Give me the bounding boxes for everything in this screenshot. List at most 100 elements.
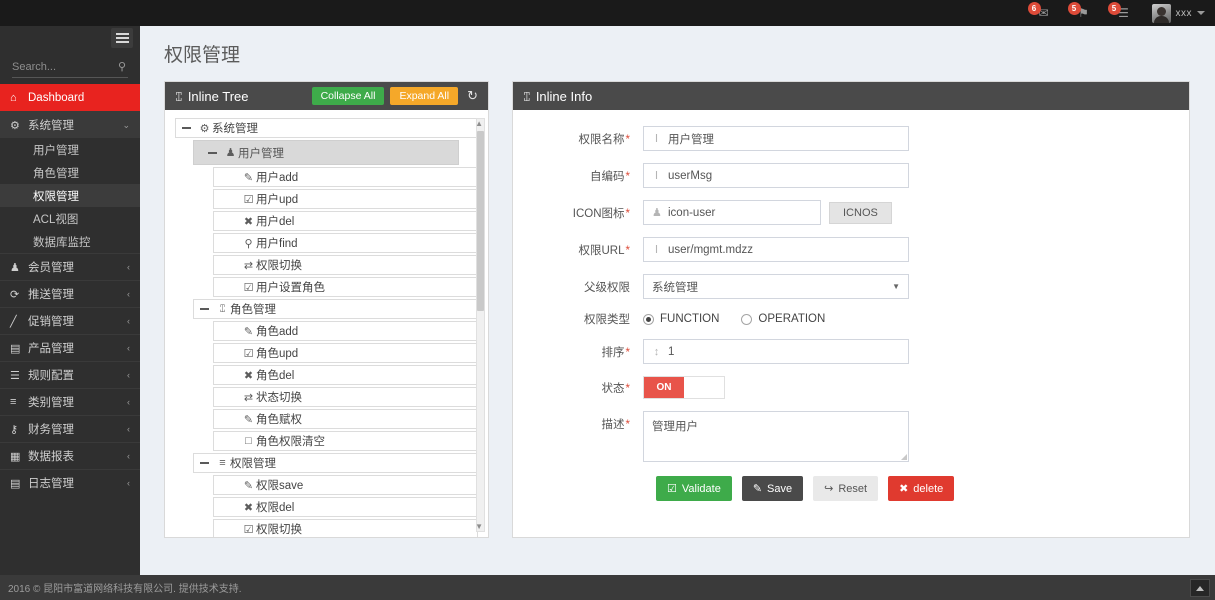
sidebar-item-9[interactable]: ▦ 数据报表 ‹	[0, 442, 140, 469]
status-toggle[interactable]: ON	[643, 376, 725, 399]
tree-node-label: 状态切换	[256, 392, 302, 404]
sidebar-item-2[interactable]: ♟ 会员管理 ‹	[0, 253, 140, 280]
url-input[interactable]: Ⅰ user/mgmt.mdzz	[643, 237, 909, 262]
sidebar-item-10[interactable]: ▤ 日志管理 ‹	[0, 469, 140, 496]
sidebar-item-8[interactable]: ⚷ 财务管理 ‹	[0, 415, 140, 442]
tree-node[interactable]: ✎ 角色add	[213, 321, 478, 341]
order-label-wrap: 排序*	[513, 344, 643, 360]
radio-function[interactable]: FUNCTION	[643, 313, 719, 325]
username-label: xxx	[1175, 7, 1192, 19]
tree-node[interactable]: ☑ 权限切换	[213, 519, 478, 537]
collapse-toggle-icon[interactable]	[182, 127, 191, 129]
tree-node[interactable]: ✎ 权限save	[213, 475, 478, 495]
pencil-icon: ✎	[752, 483, 763, 495]
collapse-toggle-icon[interactable]	[208, 151, 217, 154]
hamburger-icon[interactable]	[111, 28, 133, 48]
sidebar-subitem-3[interactable]: ACL视图	[33, 213, 79, 226]
tree-node[interactable]: ⑄ 角色管理	[193, 299, 478, 319]
bell-icon[interactable]: 5 ☰	[1107, 2, 1134, 21]
name-input[interactable]: Ⅰ 用户管理	[643, 126, 909, 151]
code-input[interactable]: Ⅰ userMsg	[643, 163, 909, 188]
icon-input[interactable]: ♟ icon-user	[643, 200, 821, 225]
tree-scrollbar[interactable]: ▲ ▼	[475, 118, 485, 532]
tree-node-label: 用户add	[256, 172, 299, 184]
tree-node-label: 角色upd	[256, 348, 299, 360]
top-navbar: 6 ✉ 5 ⚑ 5 ☰ xxx	[0, 0, 1215, 26]
sidebar-item-label: 会员管理	[28, 262, 74, 274]
required-mark: *	[625, 244, 630, 257]
tree-node[interactable]: ⇄ 状态切换	[213, 387, 478, 407]
user-icon: ♟	[10, 261, 20, 274]
order-input[interactable]: ↕ 1	[643, 339, 909, 364]
scroll-to-top-button[interactable]	[1190, 579, 1210, 597]
panels-row: ⑄ Inline Tree Collapse All Expand All ↻ …	[164, 81, 1197, 538]
tree-node[interactable]: ⚲ 用户find	[213, 233, 478, 253]
check-square-icon: ☑	[243, 281, 254, 294]
status-label: 状态	[601, 382, 625, 395]
scroll-down-icon[interactable]: ▼	[475, 522, 483, 531]
stepper-icon[interactable]: ↕	[653, 345, 660, 358]
envelope-icon[interactable]: 6 ✉	[1027, 2, 1054, 21]
description-textarea[interactable]: 管理用户	[643, 411, 909, 462]
sidebar-top	[0, 26, 140, 56]
search-input[interactable]	[12, 56, 128, 78]
chevron-icon: ‹	[127, 289, 130, 299]
tree-panel-title: Inline Tree	[187, 88, 249, 104]
tree-node[interactable]: ✎ 角色赋权	[213, 409, 478, 429]
name-label: 权限名称	[578, 133, 625, 146]
delete-button[interactable]: ✖ delete	[888, 476, 955, 501]
tree-node[interactable]: ✎ 用户add	[213, 167, 478, 187]
scroll-up-icon[interactable]: ▲	[475, 119, 483, 128]
sidebar-item-0[interactable]: ⌂ Dashboard	[0, 84, 140, 111]
radio-operation[interactable]: OPERATION	[741, 313, 825, 325]
tree-node[interactable]: ☑ 角色upd	[213, 343, 478, 363]
expand-all-button[interactable]: Expand All	[390, 86, 459, 106]
sidebar-subitem-0[interactable]: 用户管理	[33, 144, 79, 157]
radio-icon	[741, 313, 753, 325]
parent-select[interactable]: 系统管理 ▼	[643, 274, 909, 299]
tree-node[interactable]: ♟ 用户管理	[193, 140, 459, 165]
save-button[interactable]: ✎ Save	[741, 476, 804, 501]
tree-node-label: 角色权限清空	[256, 436, 325, 448]
collapse-all-button[interactable]: Collapse All	[311, 86, 385, 106]
sidebar-item-label: 系统管理	[28, 120, 74, 132]
tree-node[interactable]: □ 角色权限清空	[213, 431, 478, 451]
icnos-button[interactable]: ICNOS	[829, 201, 892, 224]
undo-icon: ↪	[824, 483, 834, 495]
key-icon: ⚷	[10, 423, 19, 436]
tree-node[interactable]: ☑ 用户设置角色	[213, 277, 478, 297]
tree-node[interactable]: ≡ 权限管理	[193, 453, 478, 473]
tree-node[interactable]: ✖ 权限del	[213, 497, 478, 517]
flag-icon[interactable]: 5 ⚑	[1067, 2, 1094, 21]
sidebar-item-3[interactable]: ⟳ 推送管理 ‹	[0, 280, 140, 307]
search-icon[interactable]: ⚲	[117, 61, 126, 73]
tree-node[interactable]: ✖ 角色del	[213, 365, 478, 385]
info-icon: Ⅰ	[654, 133, 659, 145]
sidebar-item-1[interactable]: ⚙ 系统管理 ⌄	[0, 111, 140, 138]
sidebar-item-4[interactable]: ╱ 促销管理 ‹	[0, 307, 140, 334]
tree-node[interactable]: ✖ 用户del	[213, 211, 478, 231]
code-control: Ⅰ userMsg	[643, 163, 1171, 188]
collapse-toggle-icon[interactable]	[200, 462, 209, 464]
sidebar-item-6[interactable]: ☰ 规则配置 ‹	[0, 361, 140, 388]
tree-node[interactable]: ⚙ 系统管理	[175, 118, 478, 138]
book-icon: ▤	[10, 477, 21, 490]
tree-node-label: 权限save	[256, 480, 304, 492]
sidebar-item-5[interactable]: ▤ 产品管理 ‹	[0, 334, 140, 361]
collapse-toggle-icon[interactable]	[200, 308, 209, 310]
sidebar-subitem-1[interactable]: 角色管理	[33, 167, 79, 180]
field-row-url: 权限URL* Ⅰ user/mgmt.mdzz	[513, 237, 1171, 262]
user-menu[interactable]: xxx	[1148, 3, 1210, 23]
sidebar-subitem-2[interactable]: 权限管理	[0, 184, 140, 207]
tree-node[interactable]: ☑ 用户upd	[213, 189, 478, 209]
sidebar-item-7[interactable]: ≡ 类别管理 ‹	[0, 388, 140, 415]
sidebar-subitem-4[interactable]: 数据库监控	[33, 236, 91, 249]
scrollbar-thumb[interactable]	[477, 131, 484, 311]
pencil-icon: ✎	[243, 171, 254, 184]
tree-node[interactable]: ⇄ 权限切换	[213, 255, 478, 275]
reset-button[interactable]: ↪ Reset	[813, 476, 879, 501]
validate-button[interactable]: ☑ Validate	[656, 476, 732, 501]
radio-function-label: FUNCTION	[660, 313, 720, 325]
refresh-icon[interactable]: ↻	[467, 88, 478, 103]
